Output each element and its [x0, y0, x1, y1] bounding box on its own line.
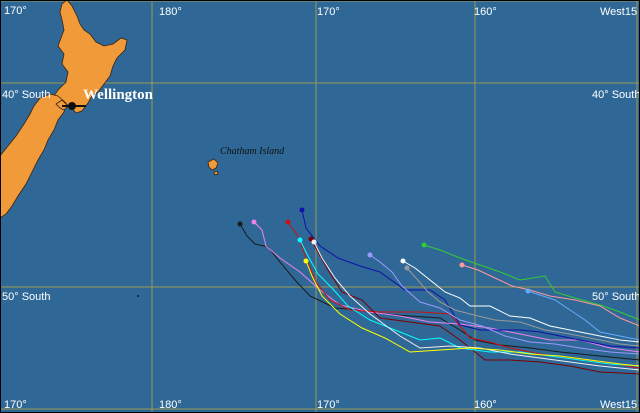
drifter-start-lightblue[interactable]: [367, 252, 373, 258]
drifter-start-white-b[interactable]: [400, 258, 406, 264]
drifter-start-white-a[interactable]: [311, 239, 317, 245]
drifter-track-grey[interactable]: [406, 267, 640, 347]
pitt-island-shape: [213, 170, 219, 176]
lon-label-top-180: 180°: [159, 6, 182, 18]
drifter-track-pink[interactable]: [461, 264, 640, 327]
lat-label-left-40s: 40° South: [2, 89, 50, 101]
drifter-start-red[interactable]: [285, 219, 291, 225]
drifter-track-lightblue[interactable]: [369, 254, 640, 355]
drifter-track-darkred[interactable]: [310, 238, 640, 375]
lon-label-top-160w: 160°: [474, 6, 497, 18]
lon-label-top-170e: 170°: [4, 5, 27, 17]
drifter-start-pink[interactable]: [459, 262, 465, 268]
drifter-start-violet[interactable]: [251, 219, 257, 225]
north-island: [53, 0, 128, 114]
drifter-start-points: [237, 207, 531, 294]
chatham-island-shape: [207, 158, 219, 171]
lon-label-bottom-170w: 170°: [317, 399, 340, 411]
drifter-track-skyblue[interactable]: [527, 290, 640, 341]
north-island-landmass: [53, 0, 128, 114]
lon-label-bottom-150w: West15: [600, 399, 637, 411]
chatham-island-label: Chatham Island: [220, 146, 285, 157]
wellington-label: Wellington: [83, 87, 154, 103]
drifter-track-violet[interactable]: [253, 221, 640, 353]
small-island-dot: [137, 295, 139, 297]
drifter-start-navy[interactable]: [299, 207, 305, 213]
drifter-track-white-a[interactable]: [313, 241, 640, 371]
drifter-start-skyblue[interactable]: [525, 288, 531, 294]
lat-label-right-50s: 50° South: [592, 291, 640, 303]
drifter-start-black[interactable]: [237, 221, 243, 227]
drifter-tracks: [239, 209, 640, 375]
wellington-marker: [62, 102, 86, 110]
drifter-start-grey[interactable]: [404, 265, 410, 271]
drifter-track-green[interactable]: [423, 244, 640, 321]
lat-label-right-40s: 40° South: [592, 89, 640, 101]
lon-label-bottom-170e: 170°: [4, 399, 27, 411]
lon-label-bottom-180: 180°: [159, 399, 182, 411]
drifter-track-navy[interactable]: [301, 209, 640, 349]
drifter-start-yellow[interactable]: [303, 258, 309, 264]
chatham-islands: [207, 158, 219, 176]
lon-label-top-170w: 170°: [317, 6, 340, 18]
drifter-track-yellow[interactable]: [305, 260, 640, 367]
lon-label-top-150w: West15: [600, 6, 637, 18]
drifter-start-green[interactable]: [421, 242, 427, 248]
drifter-start-cyan[interactable]: [297, 237, 303, 243]
lon-label-bottom-160w: 160°: [474, 399, 497, 411]
drifter-track-white-b[interactable]: [402, 260, 640, 343]
map-labels: 170° 180° 170° 160° West15 170° 180° 170…: [2, 5, 640, 411]
lat-label-left-50s: 50° South: [2, 291, 50, 303]
drifter-track-cyan[interactable]: [299, 239, 640, 367]
south-island: [0, 93, 69, 219]
